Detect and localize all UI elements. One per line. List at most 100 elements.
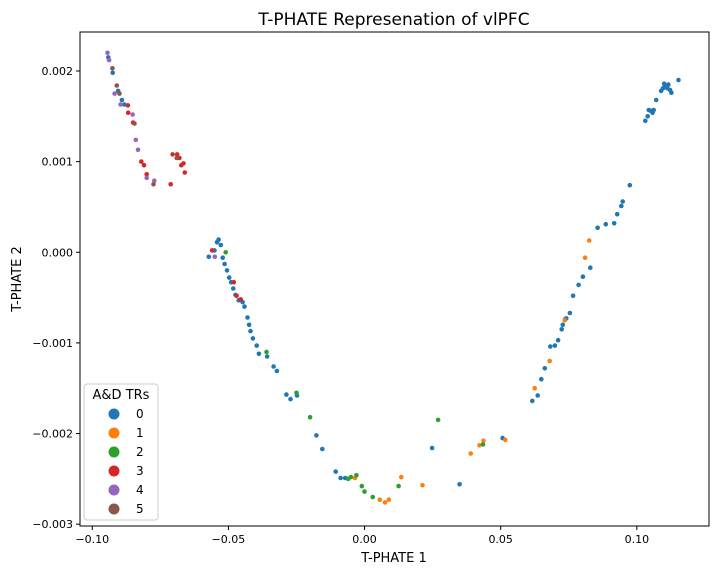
data-point	[133, 137, 139, 143]
data-point	[222, 261, 227, 267]
series-5	[110, 66, 179, 187]
data-point	[643, 118, 648, 124]
data-point	[567, 310, 573, 316]
data-point	[619, 203, 624, 209]
data-point	[264, 354, 270, 359]
data-point	[399, 474, 404, 480]
data-point	[359, 483, 365, 489]
data-point	[651, 107, 656, 113]
legend-items: 0 1 2 3 4 5	[108, 407, 144, 516]
data-point	[218, 242, 224, 248]
data-point	[338, 475, 343, 481]
data-point	[595, 225, 600, 231]
data-point	[477, 443, 482, 448]
data-point	[122, 102, 127, 107]
data-point	[144, 175, 149, 181]
data-point	[209, 248, 215, 253]
data-point	[333, 469, 339, 474]
x-tick-label: 0.00	[352, 533, 377, 546]
plot-area: −0.10 −0.05 0.00 0.05 0.10 −0.003 −0.002 −0.00…	[32, 31, 710, 546]
y-tick-label: −0.001	[32, 337, 73, 350]
data-point	[139, 159, 144, 164]
data-point	[216, 237, 221, 242]
plot-frame	[79, 31, 710, 527]
data-point	[457, 482, 462, 487]
data-point	[627, 182, 633, 188]
data-point	[132, 121, 137, 126]
data-point	[614, 211, 620, 217]
data-point	[547, 358, 552, 364]
data-points	[105, 50, 681, 505]
data-point	[570, 293, 576, 299]
data-point	[586, 238, 592, 243]
legend-marker	[108, 446, 120, 458]
data-point	[274, 368, 280, 374]
data-point	[532, 385, 537, 391]
legend-label: 4	[136, 483, 144, 497]
data-point	[420, 482, 425, 488]
data-point	[386, 497, 392, 503]
data-point	[396, 483, 401, 489]
data-point	[264, 349, 269, 355]
chart-title: T-PHATE Represenation of vlPFC	[257, 10, 529, 30]
legend-label: 5	[136, 502, 144, 516]
y-tick-label: 0.001	[42, 156, 74, 169]
data-point	[117, 91, 122, 96]
data-point	[223, 250, 228, 255]
data-point	[234, 293, 239, 299]
data-point	[135, 147, 141, 153]
data-point	[370, 494, 376, 500]
x-tick-label: −0.10	[75, 533, 109, 546]
data-point	[212, 254, 218, 260]
data-point	[588, 265, 593, 271]
data-point	[118, 102, 123, 107]
y-axis-label: T-PHATE 2	[10, 246, 25, 313]
data-point	[220, 255, 225, 260]
data-point	[580, 274, 586, 280]
data-point	[151, 182, 156, 187]
data-point	[611, 221, 617, 226]
data-point	[307, 414, 313, 420]
data-point	[105, 50, 110, 56]
x-tick-label: 0.10	[625, 533, 650, 546]
data-point	[480, 442, 486, 447]
data-point	[676, 77, 681, 83]
legend-marker	[108, 408, 120, 420]
data-point	[174, 155, 179, 161]
data-point	[174, 152, 180, 157]
data-point	[535, 393, 540, 398]
y-tick-label: −0.002	[32, 428, 73, 441]
x-tick-label: 0.05	[488, 533, 513, 546]
data-point	[481, 438, 486, 444]
data-point	[653, 97, 659, 103]
data-point	[503, 437, 508, 443]
data-point	[106, 57, 112, 63]
data-point	[555, 337, 561, 343]
data-point	[250, 336, 256, 341]
y-tick-label: 0.000	[42, 246, 74, 259]
data-point	[645, 114, 650, 119]
data-point	[562, 317, 567, 323]
legend-label: 3	[136, 464, 144, 478]
legend-title: A&D TRs	[93, 388, 150, 403]
data-point	[560, 322, 566, 328]
data-point	[271, 364, 276, 369]
legend-marker	[108, 427, 120, 439]
data-point	[284, 392, 289, 397]
x-tick-label: −0.05	[212, 533, 246, 546]
series-0	[106, 55, 681, 487]
data-point	[314, 433, 319, 438]
data-point	[354, 472, 359, 478]
data-point	[362, 489, 367, 494]
legend-marker	[108, 484, 120, 496]
data-point	[242, 304, 247, 309]
data-point	[530, 398, 535, 404]
y-tick-label: −0.003	[32, 518, 73, 531]
data-point	[181, 161, 186, 166]
data-point	[294, 390, 299, 396]
data-point	[246, 322, 252, 328]
data-point	[238, 297, 243, 302]
data-point	[170, 152, 175, 157]
data-point	[125, 103, 131, 108]
data-point	[224, 268, 230, 273]
